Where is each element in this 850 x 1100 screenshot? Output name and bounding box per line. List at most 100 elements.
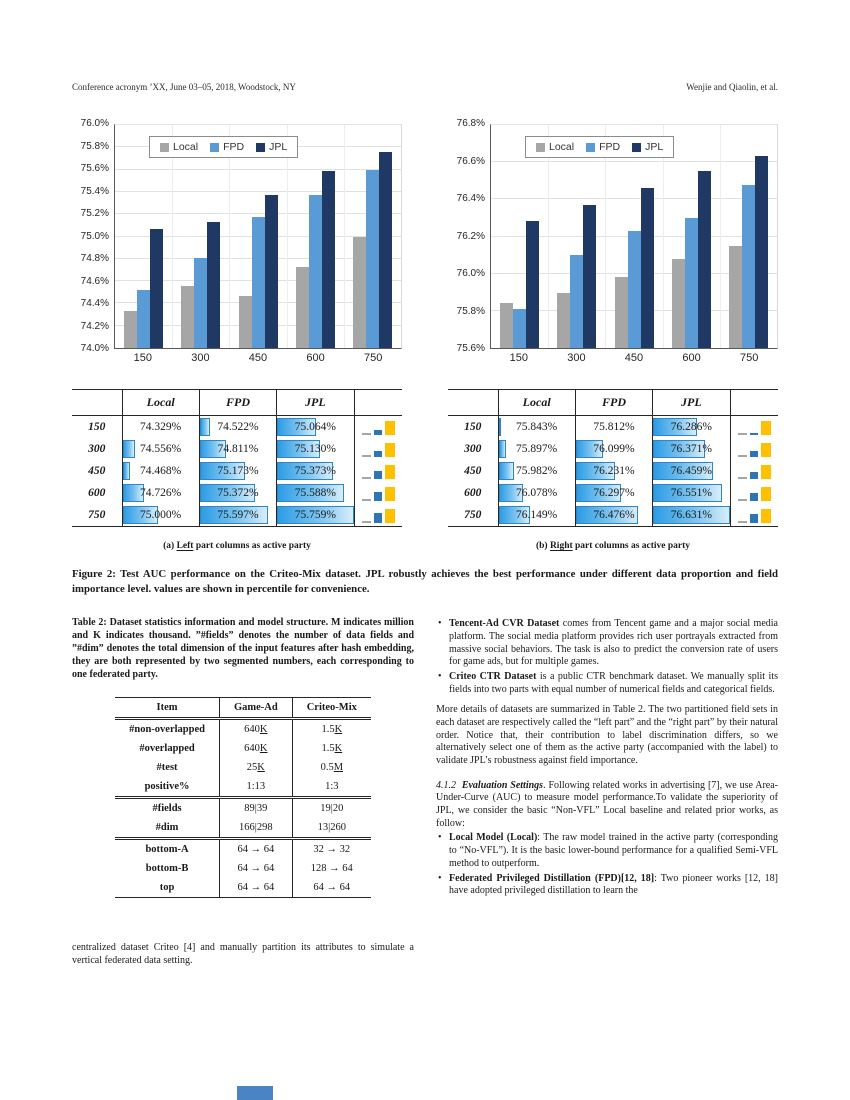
y-tick-label: 75.6% [80,163,109,174]
auc-row-label: 150 [88,421,106,433]
bar-fpd [137,289,151,348]
x-tick-label: 600 [682,352,701,364]
auc-col-header: Local [497,389,576,416]
auc-value-cell: 75.897% [497,438,576,460]
gridline-vertical [662,125,664,348]
value-databar [122,462,130,480]
auc-row-label: 600 [464,487,482,499]
table2-cell: positive% [144,780,190,792]
bar-local [124,311,138,348]
table2-row: top 64 → 64 64 → 64 [115,878,371,898]
x-tick-label: 750 [363,352,383,364]
y-tick-label: 75.8% [456,305,485,317]
auc-value: 76.297% [593,487,635,499]
mini-bar [373,451,382,457]
auc-value-cell: 76.631% [652,504,730,527]
table2-cell: bottom-A [115,837,220,860]
bullet-text: is a public CTR benchmark dataset. We ma… [449,670,778,695]
table2-cell: 0.5M [291,758,371,778]
auc-value: 76.231% [593,465,635,477]
gridline-vertical [286,125,288,348]
auc-value: 76.078% [516,487,558,499]
x-tick-label: 450 [248,352,268,364]
auc-value: 74.811% [217,443,259,455]
bullet-bold: Tencent-Ad CVR Dataset [449,618,560,630]
local-swatch-icon [160,142,169,152]
value-databar [575,440,603,458]
auc-value-cell: 75.000% [121,504,200,527]
jpl-swatch-icon [256,142,266,152]
bar-group-150 [491,125,548,348]
fpd-swatch-icon [210,142,220,152]
y-axis-labels: 74.0% 74.2% 74.4% 74.6% 74.8% 75.0% 75.2% 75.4%… [72,118,114,354]
mini-bar-chart [731,460,779,482]
auc-corner-cell [72,389,122,416]
auc-value-cell: 74.556% [121,438,200,460]
auc-value-cell: 75.173% [198,460,277,482]
table2-cell: 64 → 64 [291,878,371,898]
auc-mini-cell [729,415,778,438]
auc-value: 75.064% [294,421,336,433]
auc-value-cell: 75.064% [276,415,354,438]
auc-mini-cell [353,504,403,527]
bar-jpl [207,222,221,348]
x-tick-label: 150 [133,352,152,364]
value-databar [122,506,159,524]
legend-item-jpl: JPL [632,141,663,153]
subcaption-a-rest: part columns as active party [193,541,311,551]
table2-cell: 1:13 [218,777,293,798]
value-databar [498,462,515,480]
bar-jpl [321,170,335,348]
auc-row-label: 750 [464,509,482,521]
table2-row: #overlapped 640K 1.5K [115,739,371,759]
bar-local [557,292,571,348]
auc-value-cell: 75.588% [276,482,354,504]
mini-bar [737,477,747,479]
bar-group-150 [115,125,172,348]
auc-mini-cell [353,460,403,482]
auc-value-cell: 74.811% [198,438,277,460]
auc-value: 75.130% [294,443,336,455]
legend-item-jpl: JPL [256,141,287,153]
table2-cell: 19|20 [291,796,371,819]
bullet-local-model: Local Model (Local): The raw model train… [436,832,778,870]
bullet-fpd: Federated Privileged Distillation (FPD)[… [436,873,778,898]
table2-cell: 13|260 [291,818,371,839]
value-databar [199,462,245,480]
unit-underline: K [334,723,343,735]
table2-cell: 32 → 32 [291,837,371,860]
mini-bar [760,509,771,523]
mini-bar [384,421,395,435]
figure2-block: 74.0% 74.2% 74.4% 74.6% 74.8% 75.0% 75.2% 75.4%… [72,118,778,596]
value-databar [199,506,268,524]
legend-item-local: Local [536,141,574,153]
gridline-vertical [548,125,550,348]
y-tick-label: 76.0% [456,268,485,279]
y-axis-labels: 75.6% 75.8% 76.0% 76.2% 76.4% 76.6% 76.8% [448,118,490,354]
gridline [115,213,401,215]
auc-value-cell: 76.286% [652,415,730,438]
running-header-left: Conference acronym ’XX, June 03–05, 2018… [72,82,296,92]
gridline-vertical [605,125,607,348]
subcaption-b-prefix: (b) [535,541,550,551]
bar-local [181,286,195,348]
mini-bar-chart [731,482,779,504]
table2-row: #dim 166|298 13|260 [115,818,371,839]
bar-jpl [640,188,654,348]
table2-cell: 1:3 [291,777,371,798]
auc-value-cell: 74.522% [198,415,277,438]
table2: Item Game-Ad Criteo-Mix #non-overlapped 640K… [115,697,371,899]
running-header-right: Wenjie and Qiaolin, et al. [686,82,778,92]
auc-value: 75.759% [294,509,336,521]
mini-bar-chart [355,504,403,526]
auc-mini-header [353,389,402,416]
unit-underline: K [257,761,265,773]
value-databar [575,462,615,480]
auc-value: 76.371% [670,443,712,455]
mini-bar-chart [355,460,403,482]
plot-area: Local FPD JPL [490,124,778,349]
subcaption-b: (b) Right part columns as active party [448,541,778,551]
mini-bar [384,509,395,523]
auc-mini-cell [729,460,779,482]
